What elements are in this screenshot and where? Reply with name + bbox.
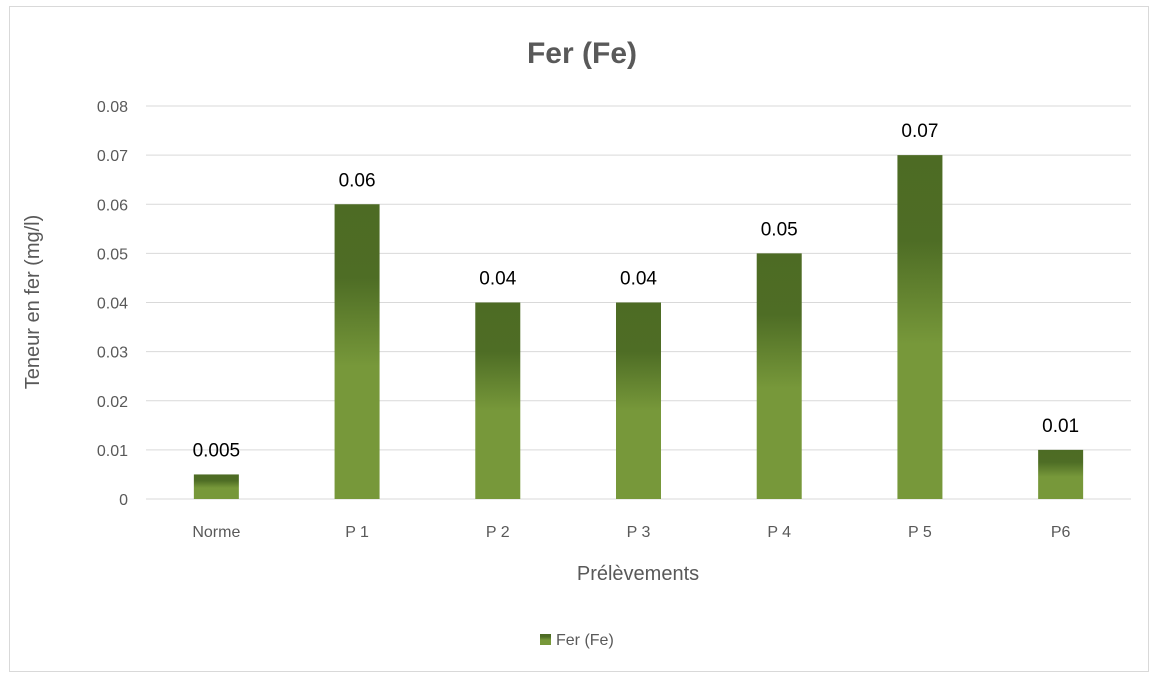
x-tick-label: P 3	[627, 524, 651, 541]
x-tick-label: P 2	[486, 524, 510, 541]
legend-label: Fer (Fe)	[556, 632, 614, 649]
y-axis-title: Teneur en fer (mg/l)	[22, 215, 44, 390]
data-label: 0.01	[1042, 416, 1079, 437]
data-label: 0.04	[620, 269, 657, 290]
bar	[616, 302, 661, 499]
y-tick-label: 0.04	[97, 296, 128, 313]
bar	[475, 302, 521, 499]
x-tick-label: P6	[1051, 524, 1071, 541]
bar	[897, 155, 943, 499]
legend: Fer (Fe)	[540, 632, 614, 649]
chart-frame	[9, 6, 1149, 672]
gridlines	[146, 105, 1131, 500]
data-label: 0.005	[193, 440, 241, 461]
y-axis-ticks: 0 0.01 0.02 0.03 0.04 0.05 0.06 0.07 0.08	[97, 99, 128, 509]
bar	[334, 204, 380, 499]
bar	[193, 474, 239, 499]
y-tick-label: 0.03	[97, 345, 128, 362]
data-label: 0.06	[339, 170, 376, 191]
x-axis-ticks: Norme P 1 P 2 P 3 P 4 P 5 P6	[192, 524, 1070, 541]
y-tick-label: 0.05	[97, 246, 128, 263]
y-tick-label: 0.06	[97, 197, 128, 214]
y-tick-label: 0.08	[97, 99, 128, 116]
x-tick-label: P 1	[345, 524, 369, 541]
legend-swatch	[540, 634, 551, 645]
data-labels: 0.005 0.06 0.04 0.04 0.05 0.07 0.01	[193, 121, 1080, 461]
chart-title: Fer (Fe)	[527, 37, 637, 70]
y-tick-label: 0.02	[97, 394, 128, 411]
bar	[756, 253, 802, 499]
x-axis-title: Prélèvements	[577, 563, 699, 585]
x-tick-label: P 4	[767, 524, 791, 541]
y-tick-label: 0.07	[97, 148, 128, 165]
x-tick-label: P 5	[908, 524, 932, 541]
bar	[1038, 449, 1084, 499]
y-tick-label: 0	[119, 492, 128, 509]
bars	[193, 155, 1084, 499]
data-label: 0.07	[901, 121, 938, 142]
y-tick-label: 0.01	[97, 443, 128, 460]
data-label: 0.04	[479, 269, 516, 290]
data-label: 0.05	[761, 219, 798, 240]
x-tick-label: Norme	[192, 524, 240, 541]
